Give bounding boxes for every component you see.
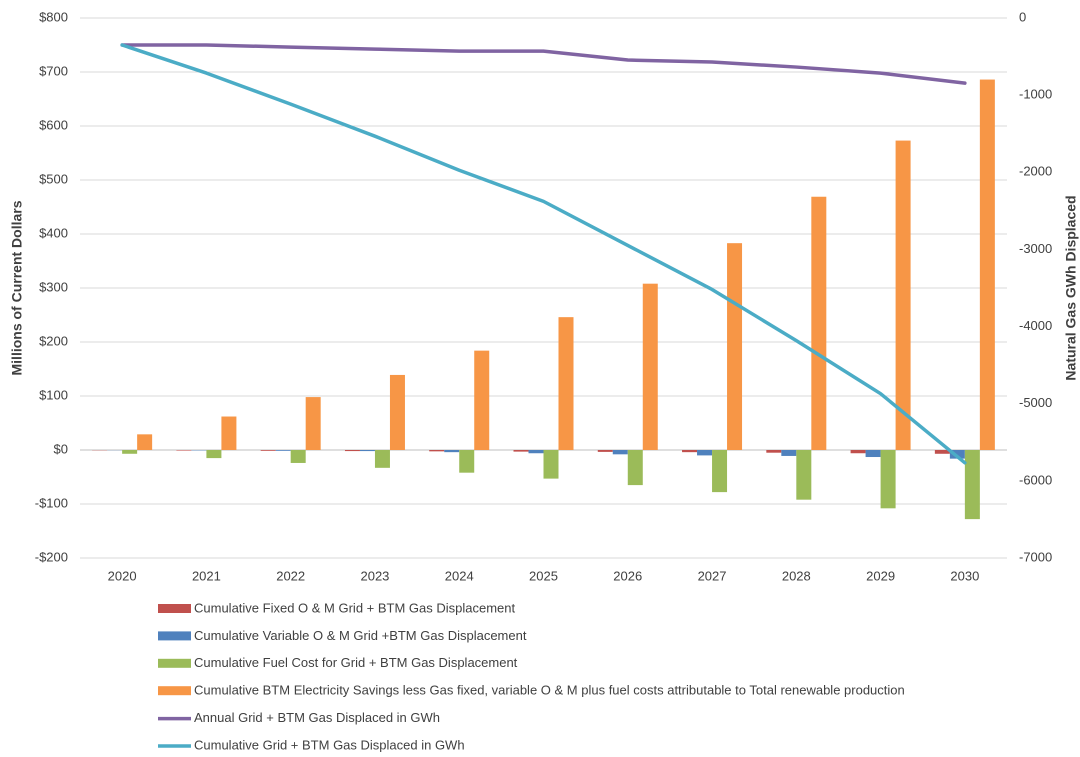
x-tick-label: 2026 — [613, 568, 642, 583]
bar — [221, 416, 237, 450]
x-tick-label: 2029 — [866, 568, 895, 583]
y-tick-label: $600 — [39, 117, 68, 132]
bar — [543, 450, 559, 479]
bar — [597, 450, 613, 452]
x-tick-label: 2020 — [108, 568, 137, 583]
bar — [260, 450, 276, 451]
bar — [880, 450, 896, 509]
x-tick-label: 2024 — [445, 568, 474, 583]
bar — [627, 450, 643, 486]
y2-tick-label: 0 — [1019, 9, 1026, 24]
bar — [697, 450, 713, 456]
bar — [811, 196, 827, 450]
y2-tick-label: -7000 — [1019, 549, 1052, 564]
y-tick-label: $500 — [39, 171, 68, 186]
legend-label: Cumulative Variable O & M Grid +BTM Gas … — [194, 628, 527, 643]
bar — [305, 397, 321, 450]
bar — [290, 450, 306, 463]
legend-label: Cumulative Fixed O & M Grid + BTM Gas Di… — [194, 600, 516, 615]
bar — [642, 283, 658, 450]
bar — [781, 450, 797, 456]
y2-tick-label: -4000 — [1019, 318, 1052, 333]
bar — [895, 140, 911, 450]
y2-tick-label: -5000 — [1019, 395, 1052, 410]
legend-label: Annual Grid + BTM Gas Displaced in GWh — [194, 710, 440, 725]
y-tick-label: $300 — [39, 279, 68, 294]
bar — [796, 450, 812, 500]
bar — [374, 450, 390, 468]
bar — [949, 450, 965, 459]
x-tick-label: 2025 — [529, 568, 558, 583]
x-tick-label: 2022 — [276, 568, 305, 583]
bar — [850, 450, 866, 454]
bar — [444, 450, 460, 453]
bar — [979, 79, 995, 450]
legend-swatch — [158, 631, 191, 641]
legend-swatch — [158, 686, 191, 696]
y2-axis-title: Natural Gas GWh Displaced — [1063, 195, 1079, 380]
y2-tick-label: -1000 — [1019, 87, 1052, 102]
bar — [964, 450, 980, 520]
y-tick-label: -$200 — [35, 549, 68, 564]
line — [120, 43, 967, 465]
x-tick-label: 2021 — [192, 568, 221, 583]
bar — [558, 317, 574, 450]
legend-label: Cumulative Fuel Cost for Grid + BTM Gas … — [194, 655, 518, 670]
x-tick-label: 2030 — [950, 568, 979, 583]
bar — [122, 450, 138, 454]
y-axis-title: Millions of Current Dollars — [9, 200, 25, 375]
y-tick-label: $400 — [39, 225, 68, 240]
x-tick-label: 2023 — [360, 568, 389, 583]
bar — [727, 243, 743, 450]
y-tick-label: $0 — [54, 441, 68, 456]
bar — [712, 450, 728, 493]
y-tick-label: $800 — [39, 9, 68, 24]
bar — [459, 450, 475, 473]
bar — [344, 450, 360, 452]
y-tick-label: $100 — [39, 387, 68, 402]
legend-swatch — [158, 658, 191, 668]
bar — [206, 450, 222, 459]
bar — [513, 450, 529, 452]
y2-tick-label: -2000 — [1019, 164, 1052, 179]
bar — [275, 450, 291, 451]
legend-label: Cumulative BTM Electricity Savings less … — [194, 683, 905, 698]
bar — [865, 450, 881, 458]
y2-tick-label: -3000 — [1019, 241, 1052, 256]
x-tick-label: 2028 — [782, 568, 811, 583]
legend-swatch — [158, 604, 191, 613]
bar — [934, 450, 950, 454]
bar — [389, 374, 405, 450]
bar — [429, 450, 445, 452]
legend-label: Cumulative Grid + BTM Gas Displaced in G… — [194, 737, 465, 752]
bar — [137, 434, 153, 450]
bar — [359, 450, 375, 452]
bar — [528, 450, 544, 454]
y2-tick-label: -6000 — [1019, 472, 1052, 487]
y-tick-label: $200 — [39, 333, 68, 348]
y-tick-label: $700 — [39, 63, 68, 78]
x-tick-label: 2027 — [698, 568, 727, 583]
bar — [612, 450, 628, 455]
bar — [474, 350, 490, 450]
bar — [682, 450, 698, 453]
bar — [766, 450, 782, 453]
line — [120, 43, 967, 85]
y-tick-label: -$100 — [35, 495, 68, 510]
bar — [176, 450, 192, 451]
